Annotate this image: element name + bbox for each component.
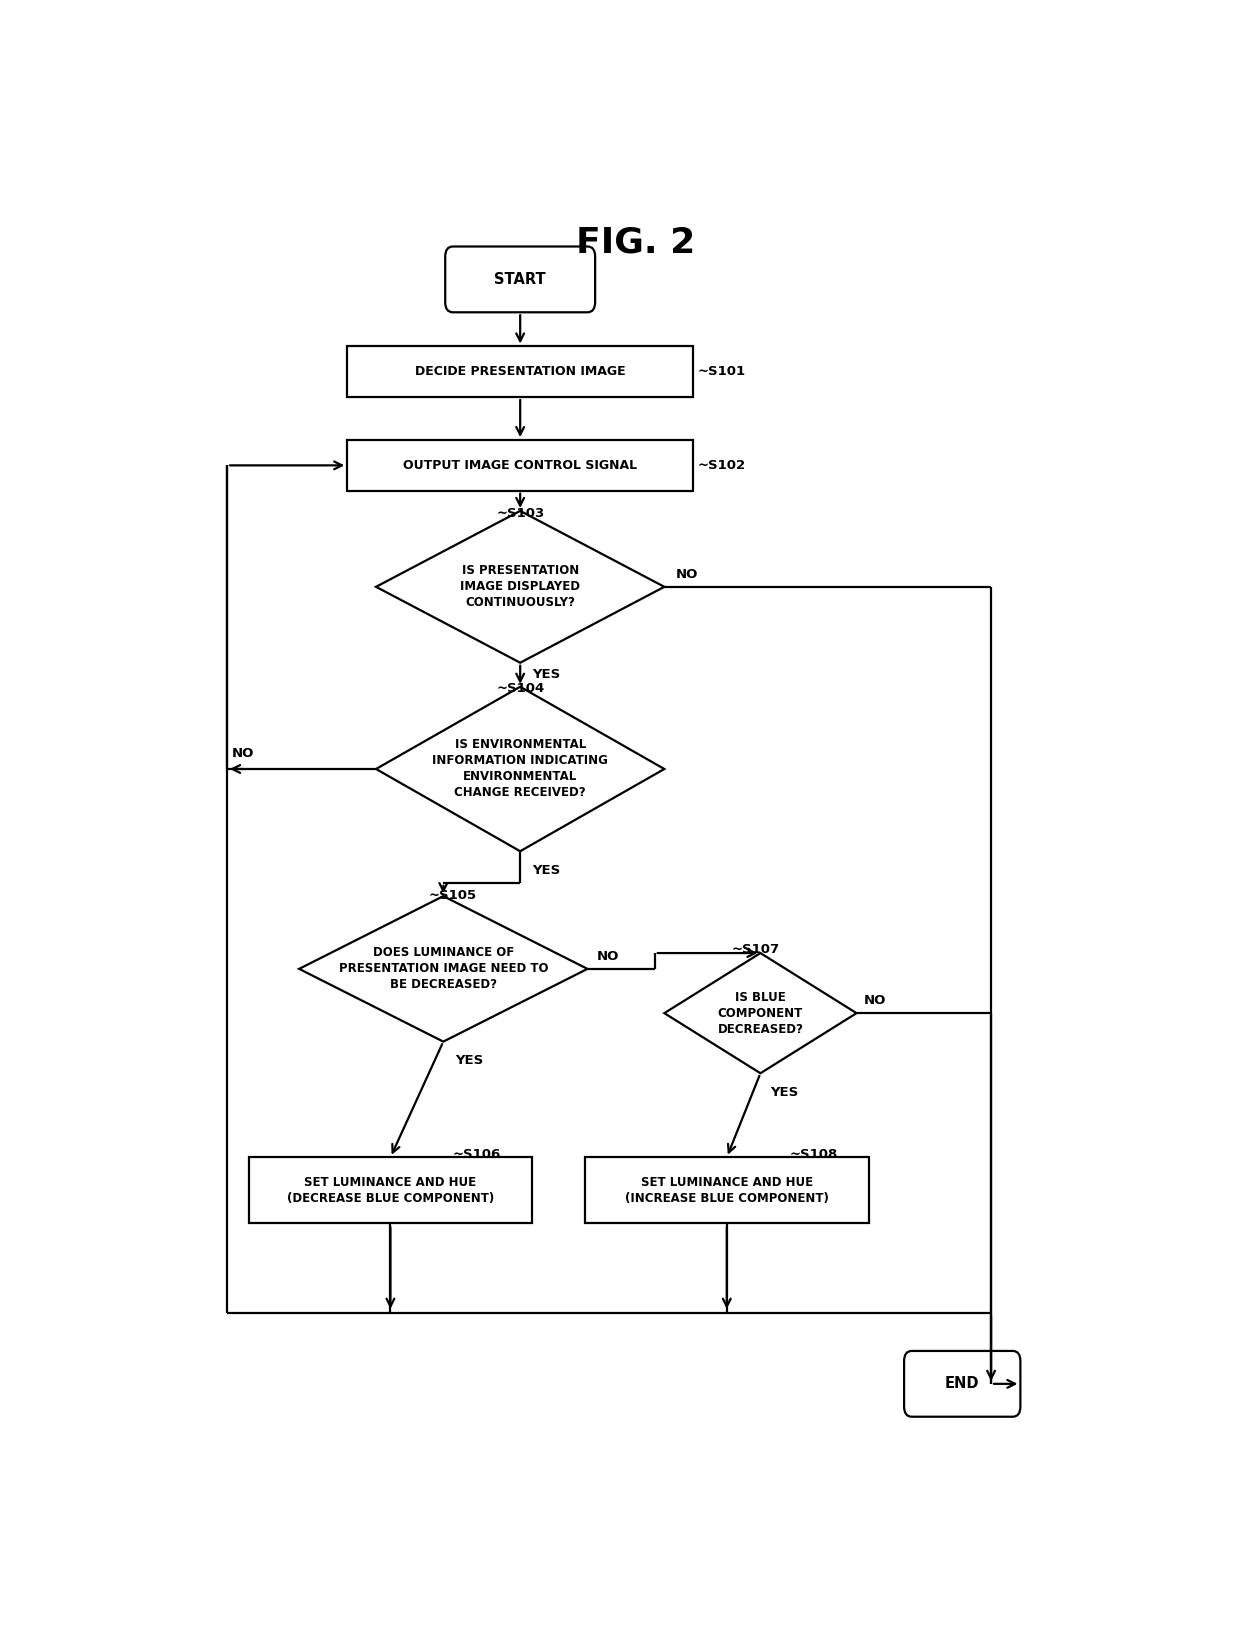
Text: YES: YES <box>455 1055 484 1066</box>
Polygon shape <box>376 687 665 851</box>
Text: IS BLUE
COMPONENT
DECREASED?: IS BLUE COMPONENT DECREASED? <box>718 991 804 1035</box>
Polygon shape <box>665 953 857 1073</box>
Text: ~S101: ~S101 <box>698 365 746 378</box>
Text: SET LUMINANCE AND HUE
(DECREASE BLUE COMPONENT): SET LUMINANCE AND HUE (DECREASE BLUE COM… <box>286 1176 494 1204</box>
Text: ~S106: ~S106 <box>453 1148 501 1162</box>
FancyBboxPatch shape <box>904 1351 1021 1416</box>
Text: START: START <box>495 271 546 288</box>
Bar <box>249 1157 532 1222</box>
Text: IS PRESENTATION
IMAGE DISPLAYED
CONTINUOUSLY?: IS PRESENTATION IMAGE DISPLAYED CONTINUO… <box>460 564 580 610</box>
Text: ~S103: ~S103 <box>496 508 544 519</box>
Text: ~S102: ~S102 <box>698 458 746 472</box>
Text: ~S105: ~S105 <box>429 889 477 902</box>
Polygon shape <box>376 511 665 662</box>
Text: FIG. 2: FIG. 2 <box>575 225 696 260</box>
Text: NO: NO <box>864 994 887 1007</box>
Text: NO: NO <box>596 950 620 963</box>
Bar <box>585 1157 868 1222</box>
Text: NO: NO <box>232 748 254 761</box>
Bar <box>347 440 693 491</box>
Text: END: END <box>945 1377 980 1392</box>
Text: DOES LUMINANCE OF
PRESENTATION IMAGE NEED TO
BE DECREASED?: DOES LUMINANCE OF PRESENTATION IMAGE NEE… <box>339 946 548 991</box>
Text: ~S104: ~S104 <box>496 682 544 695</box>
Polygon shape <box>299 895 588 1042</box>
Bar <box>347 347 693 398</box>
Text: SET LUMINANCE AND HUE
(INCREASE BLUE COMPONENT): SET LUMINANCE AND HUE (INCREASE BLUE COM… <box>625 1176 828 1204</box>
Text: YES: YES <box>770 1086 799 1099</box>
Text: NO: NO <box>676 568 698 580</box>
Text: OUTPUT IMAGE CONTROL SIGNAL: OUTPUT IMAGE CONTROL SIGNAL <box>403 458 637 472</box>
Text: DECIDE PRESENTATION IMAGE: DECIDE PRESENTATION IMAGE <box>415 365 625 378</box>
Text: YES: YES <box>532 669 560 682</box>
Text: ~S108: ~S108 <box>789 1148 837 1162</box>
FancyBboxPatch shape <box>445 246 595 312</box>
Text: YES: YES <box>532 864 560 877</box>
Text: ~S107: ~S107 <box>732 943 780 956</box>
Text: IS ENVIRONMENTAL
INFORMATION INDICATING
ENVIRONMENTAL
CHANGE RECEIVED?: IS ENVIRONMENTAL INFORMATION INDICATING … <box>433 738 608 800</box>
